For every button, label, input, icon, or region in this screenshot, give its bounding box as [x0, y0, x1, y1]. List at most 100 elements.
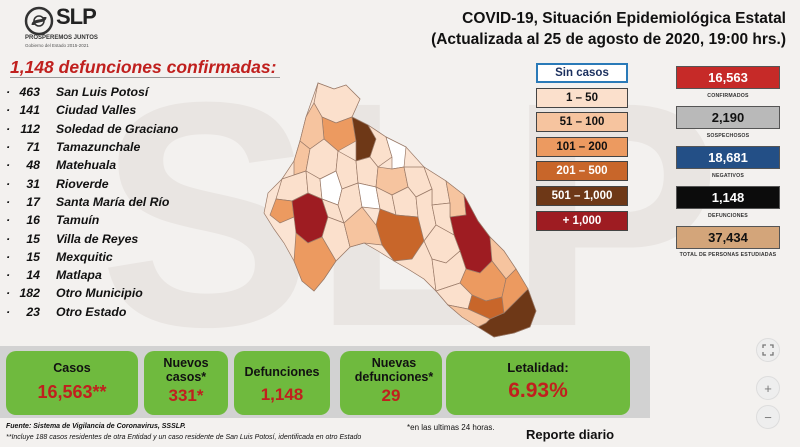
stat-value: 16,563 [676, 66, 780, 89]
death-count: 14 [26, 268, 40, 283]
legend-item: 51 – 100 [536, 112, 628, 133]
municipality-name: Otro Estado [56, 304, 127, 319]
casos-value: 16,563** [37, 382, 107, 402]
nuevas-defunciones-value: 29 [381, 386, 401, 405]
summary-card-letalidad: Letalidad: 6.93% [446, 351, 630, 415]
stat-label: NEGATIVOS [712, 173, 744, 179]
list-item: · 16 Tamuín [6, 211, 256, 229]
defunciones-label: Defunciones [244, 365, 320, 379]
list-item: · 48 Matehuala [6, 156, 256, 174]
municipality-huasteca-5 [446, 304, 491, 328]
fullscreen-icon [762, 344, 774, 356]
bullet: · [6, 249, 11, 264]
municipality-name: Ciudad Valles [56, 103, 137, 118]
municipality-south-2 [343, 206, 383, 248]
state-choropleth-map[interactable] [210, 65, 550, 365]
bullet: · [6, 103, 11, 118]
list-item: · 141 Ciudad Valles [6, 101, 256, 119]
municipality-name: Tamazunchale [56, 140, 141, 155]
legend-item: 1 – 50 [536, 87, 628, 108]
bullet: · [6, 304, 11, 319]
list-item: · 463 San Luis Potosí [6, 83, 256, 101]
municipality-name: Soledad de Graciano [56, 121, 179, 136]
stat-value: 37,434 [676, 226, 780, 249]
list-item: · 15 Mexquitic [6, 248, 256, 266]
municipality-west-2 [269, 198, 295, 224]
municipality-east-3 [431, 202, 455, 236]
list-item: · 14 Matlapa [6, 266, 256, 284]
zoom-out-button[interactable]: − [756, 405, 780, 429]
statistics-panel: 16,563 CONFIRMADOS 2,190 SOSPECHOSOS 18,681 N… [676, 66, 780, 273]
stat-label: DEFUNCIONES [708, 213, 748, 219]
slp-logo-mark-icon [24, 6, 54, 36]
bullet: · [6, 140, 11, 155]
death-count: 15 [26, 231, 40, 246]
municipality-huasteca-4 [501, 268, 529, 314]
nuevos-casos-value: 331* [168, 386, 204, 405]
stat-value: 2,190 [676, 106, 780, 129]
casos-label: Casos [53, 361, 91, 375]
list-item: · 71 Tamazunchale [6, 138, 256, 156]
legend-item: 201 – 500 [536, 161, 628, 182]
death-count: 141 [19, 103, 40, 118]
zoom-in-button[interactable]: + [756, 376, 780, 400]
bullet: · [6, 121, 11, 136]
deaths-heading: 1,148 defunciones confirmadas: [10, 57, 277, 77]
death-count: 463 [19, 85, 40, 100]
heading-divider [10, 77, 280, 78]
bullet: · [6, 158, 11, 173]
logo-slogan: PROSPEREMOS JUNTOS [25, 35, 98, 41]
summary-card-nuevas-defunciones: Nuevas defunciones* 29 [340, 351, 442, 415]
death-count: 17 [26, 194, 40, 209]
summary-card-nuevos-casos: Nuevos casos* 331* [144, 351, 228, 415]
list-item: · 23 Otro Estado [6, 303, 256, 321]
death-count: 23 [26, 304, 40, 319]
nuevas-defunciones-label: Nuevas defunciones* [354, 356, 434, 384]
bullet: · [6, 231, 11, 246]
municipality-name: San Luis Potosí [56, 85, 149, 100]
municipality-name: Santa María del Río [56, 194, 170, 209]
page-title: COVID-19, Situación Epidemiológica Estat… [366, 8, 786, 50]
death-count: 182 [19, 286, 40, 301]
municipality-south-1 [321, 216, 351, 262]
list-item: · 182 Otro Municipio [6, 284, 256, 302]
fullscreen-button[interactable] [756, 338, 780, 362]
bullet: · [6, 176, 11, 191]
municipality-villareyes [293, 232, 337, 292]
title-line-1: COVID-19, Situación Epidemiológica Estat… [462, 10, 786, 27]
municipality-name: Otro Municipio [56, 286, 143, 301]
government-logo: SLP PROSPEREMOS JUNTOS Gobierno del Esta… [24, 4, 114, 50]
municipality-name: Matehuala [56, 158, 117, 173]
bullet: · [6, 268, 11, 283]
stat-value: 18,681 [676, 146, 780, 169]
footnote-double-asterisk: **Incluye 188 casos residentes de otra E… [6, 434, 362, 441]
death-count: 71 [26, 140, 40, 155]
list-item: · 15 Villa de Reyes [6, 229, 256, 247]
municipality-name: Matlapa [56, 268, 102, 283]
logo-subtitle: Gobierno del Estado 2015-2021 [25, 43, 89, 48]
defunciones-value: 1,148 [260, 385, 304, 404]
letalidad-value: 6.93% [508, 379, 568, 402]
report-label: Reporte diario [526, 427, 615, 442]
footnote-asterisk: *en las ultimas 24 horas. [407, 423, 495, 432]
bullet: · [6, 286, 11, 301]
municipality-name: Mexquitic [56, 249, 113, 264]
municipality-name: Villa de Reyes [56, 231, 139, 246]
logo-text: SLP [56, 4, 97, 29]
summary-card-defunciones: Defunciones 1,148 [234, 351, 330, 415]
death-count: 15 [26, 249, 40, 264]
legend-item: + 1,000 [536, 210, 628, 231]
bullet: · [6, 213, 11, 228]
legend-item: 101 – 200 [536, 136, 628, 157]
bullet: · [6, 194, 11, 209]
list-item: · 17 Santa María del Río [6, 193, 256, 211]
stat-label: TOTAL DE PERSONAS ESTUDIADAS [679, 252, 777, 258]
legend-item: 501 – 1,000 [536, 185, 628, 206]
stat-value: 1,148 [676, 186, 780, 209]
death-count: 31 [26, 176, 40, 191]
list-item: · 112 Soledad de Graciano [6, 120, 256, 138]
death-count: 112 [20, 121, 40, 136]
stat-label: SOSPECHOSOS [706, 133, 750, 139]
bullet: · [6, 85, 11, 100]
title-line-2: (Actualizada al 25 de agosto de 2020, 19… [431, 31, 786, 48]
